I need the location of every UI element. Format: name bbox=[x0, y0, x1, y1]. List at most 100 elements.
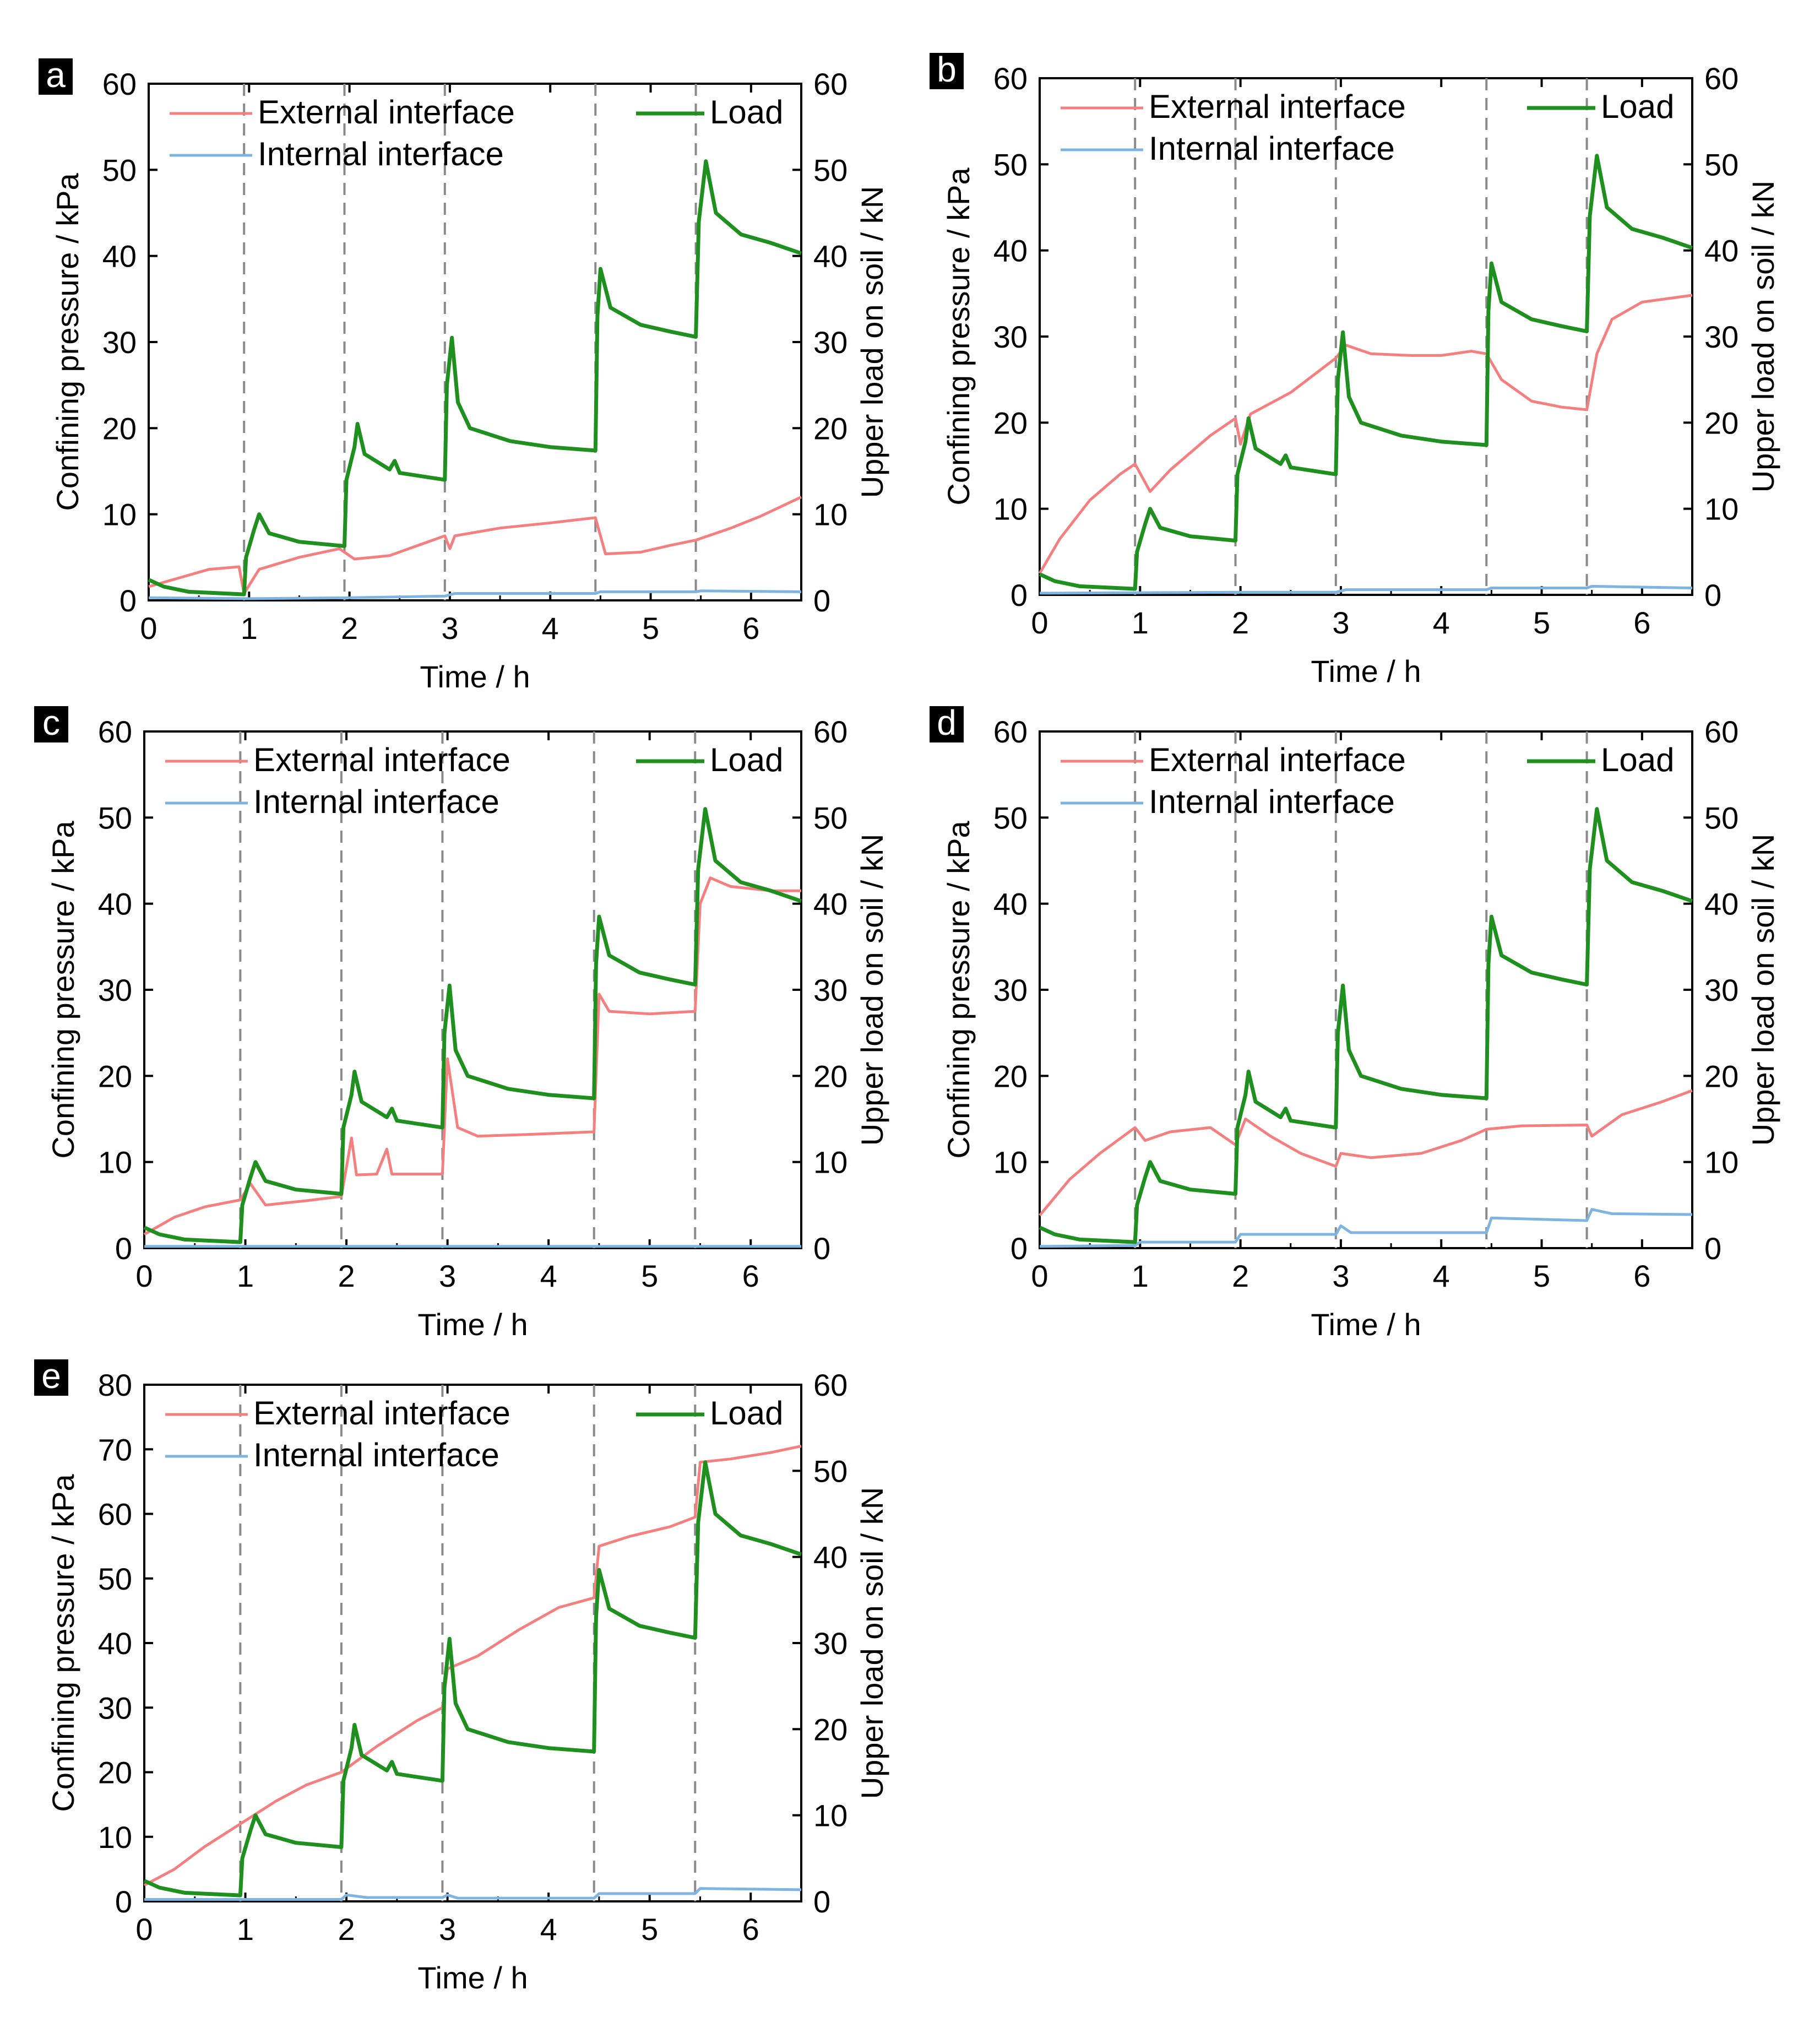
legend-label-internal: Internal interface bbox=[253, 1436, 499, 1473]
y-left-tick-label: 60 bbox=[98, 1497, 132, 1532]
x-tick-label: 0 bbox=[135, 1912, 153, 1947]
legend-label-internal: Internal interface bbox=[253, 783, 499, 820]
y-left-tick-label: 50 bbox=[102, 153, 137, 187]
y-left-tick-label: 40 bbox=[98, 1626, 132, 1661]
y-right-tick-label: 60 bbox=[1704, 61, 1738, 96]
series-line-internal bbox=[1039, 584, 1693, 595]
x-tick-label: 2 bbox=[338, 1259, 355, 1293]
y-left-tick-label: 80 bbox=[98, 1368, 132, 1402]
y-left-tick-label: 10 bbox=[993, 1145, 1028, 1180]
legend-label-load: Load bbox=[710, 741, 783, 778]
y-right-tick-label: 20 bbox=[1704, 405, 1738, 440]
y-left-tick-label: 40 bbox=[102, 239, 137, 274]
x-tick-label: 4 bbox=[1433, 605, 1450, 640]
y-left-tick-label: 20 bbox=[102, 411, 137, 446]
x-tick-label: 6 bbox=[1633, 1259, 1650, 1293]
series-line-internal bbox=[144, 1887, 802, 1901]
series-line-load bbox=[1039, 154, 1693, 591]
y-left-tick-label: 20 bbox=[993, 1059, 1028, 1093]
y-left-tick-label: 70 bbox=[98, 1432, 132, 1467]
y-left-tick-label: 60 bbox=[993, 714, 1028, 749]
x-tick-label: 2 bbox=[1232, 1259, 1249, 1293]
panel-letter-badge bbox=[930, 706, 964, 742]
series-line-external bbox=[1039, 1089, 1693, 1217]
legend-label-external: External interface bbox=[253, 1395, 510, 1432]
y-left-tick-label: 50 bbox=[98, 800, 132, 835]
y-right-tick-label: 60 bbox=[1704, 714, 1738, 749]
x-tick-label: 5 bbox=[642, 611, 659, 646]
panel-letter: e bbox=[41, 1356, 61, 1396]
y-left-tick-label: 30 bbox=[102, 325, 137, 360]
y-left-tick-label: 30 bbox=[98, 973, 132, 1007]
y-left-tick-label: 50 bbox=[993, 147, 1028, 182]
legend: External interface Internal interface Load bbox=[1061, 741, 1674, 820]
y-right-tick-label: 40 bbox=[813, 1540, 847, 1575]
x-tick-label: 4 bbox=[540, 1912, 557, 1947]
panel-letter-badge bbox=[34, 1359, 68, 1396]
y-right-tick-label: 30 bbox=[1704, 973, 1738, 1007]
panel-letter-badge bbox=[39, 58, 73, 95]
y-right-tick-label: 30 bbox=[1704, 319, 1738, 354]
x-tick-label: 1 bbox=[1132, 1259, 1149, 1293]
y-left-tick-label: 30 bbox=[993, 319, 1028, 354]
y-right-tick-label: 40 bbox=[813, 887, 847, 921]
x-tick-label: 2 bbox=[1232, 605, 1249, 640]
y-right-tick-label: 30 bbox=[813, 1626, 847, 1661]
y-left-tick-label: 20 bbox=[98, 1755, 132, 1790]
series-line-internal bbox=[148, 589, 802, 600]
legend-label-load: Load bbox=[710, 94, 783, 131]
legend-label-internal: Internal interface bbox=[1149, 783, 1395, 820]
legend: External interface Internal interface Load bbox=[170, 94, 783, 172]
series-line-load bbox=[1039, 807, 1693, 1244]
y-right-tick-label: 10 bbox=[813, 1798, 847, 1833]
y-right-axis-title: Upper load on soil / kN bbox=[1746, 834, 1780, 1146]
y-right-tick-label: 20 bbox=[1704, 1059, 1738, 1093]
x-tick-label: 3 bbox=[1332, 1259, 1349, 1293]
x-tick-label: 0 bbox=[140, 611, 157, 646]
y-right-tick-label: 0 bbox=[813, 583, 830, 618]
y-right-tick-label: 50 bbox=[813, 1454, 847, 1488]
y-left-tick-label: 60 bbox=[98, 714, 132, 749]
y-left-tick-label: 40 bbox=[993, 887, 1028, 921]
y-right-tick-label: 20 bbox=[813, 411, 847, 446]
y-right-axis-title: Upper load on soil / kN bbox=[855, 186, 889, 498]
x-tick-label: 5 bbox=[641, 1259, 658, 1293]
y-left-tick-label: 40 bbox=[98, 887, 132, 921]
x-tick-label: 4 bbox=[542, 611, 559, 646]
y-left-tick-label: 10 bbox=[98, 1145, 132, 1180]
series-line-load bbox=[143, 807, 802, 1244]
x-tick-label: 4 bbox=[1433, 1259, 1450, 1293]
y-right-axis-title: Upper load on soil / kN bbox=[855, 1487, 889, 1799]
y-left-axis-title: Confining pressure / kPa bbox=[941, 167, 976, 506]
y-left-axis-title: Confining pressure / kPa bbox=[46, 1474, 80, 1812]
x-tick-label: 5 bbox=[1533, 605, 1550, 640]
y-right-tick-label: 50 bbox=[1704, 147, 1738, 182]
legend-label-external: External interface bbox=[258, 94, 515, 131]
x-tick-label: 3 bbox=[1332, 605, 1349, 640]
y-right-tick-label: 40 bbox=[813, 239, 847, 274]
x-tick-label: 0 bbox=[1031, 605, 1048, 640]
y-right-tick-label: 0 bbox=[813, 1231, 830, 1266]
legend: External interface Internal interface Load bbox=[165, 741, 783, 820]
legend-label-load: Load bbox=[1601, 741, 1674, 778]
y-left-tick-label: 10 bbox=[102, 497, 137, 532]
y-left-tick-label: 40 bbox=[993, 234, 1028, 268]
y-left-tick-label: 50 bbox=[993, 800, 1028, 835]
x-tick-label: 5 bbox=[1533, 1259, 1550, 1293]
y-right-tick-label: 50 bbox=[813, 800, 847, 835]
y-right-tick-label: 10 bbox=[813, 497, 847, 532]
x-tick-label: 0 bbox=[135, 1259, 153, 1293]
y-left-tick-label: 50 bbox=[98, 1562, 132, 1596]
panel-letter-badge bbox=[34, 706, 68, 742]
y-left-tick-label: 20 bbox=[98, 1059, 132, 1093]
y-right-tick-label: 50 bbox=[1704, 800, 1738, 835]
x-tick-label: 3 bbox=[441, 611, 458, 646]
panel-letter: b bbox=[937, 50, 957, 89]
legend: External interface Internal interface Load bbox=[165, 1395, 783, 1473]
y-right-tick-label: 60 bbox=[813, 714, 847, 749]
